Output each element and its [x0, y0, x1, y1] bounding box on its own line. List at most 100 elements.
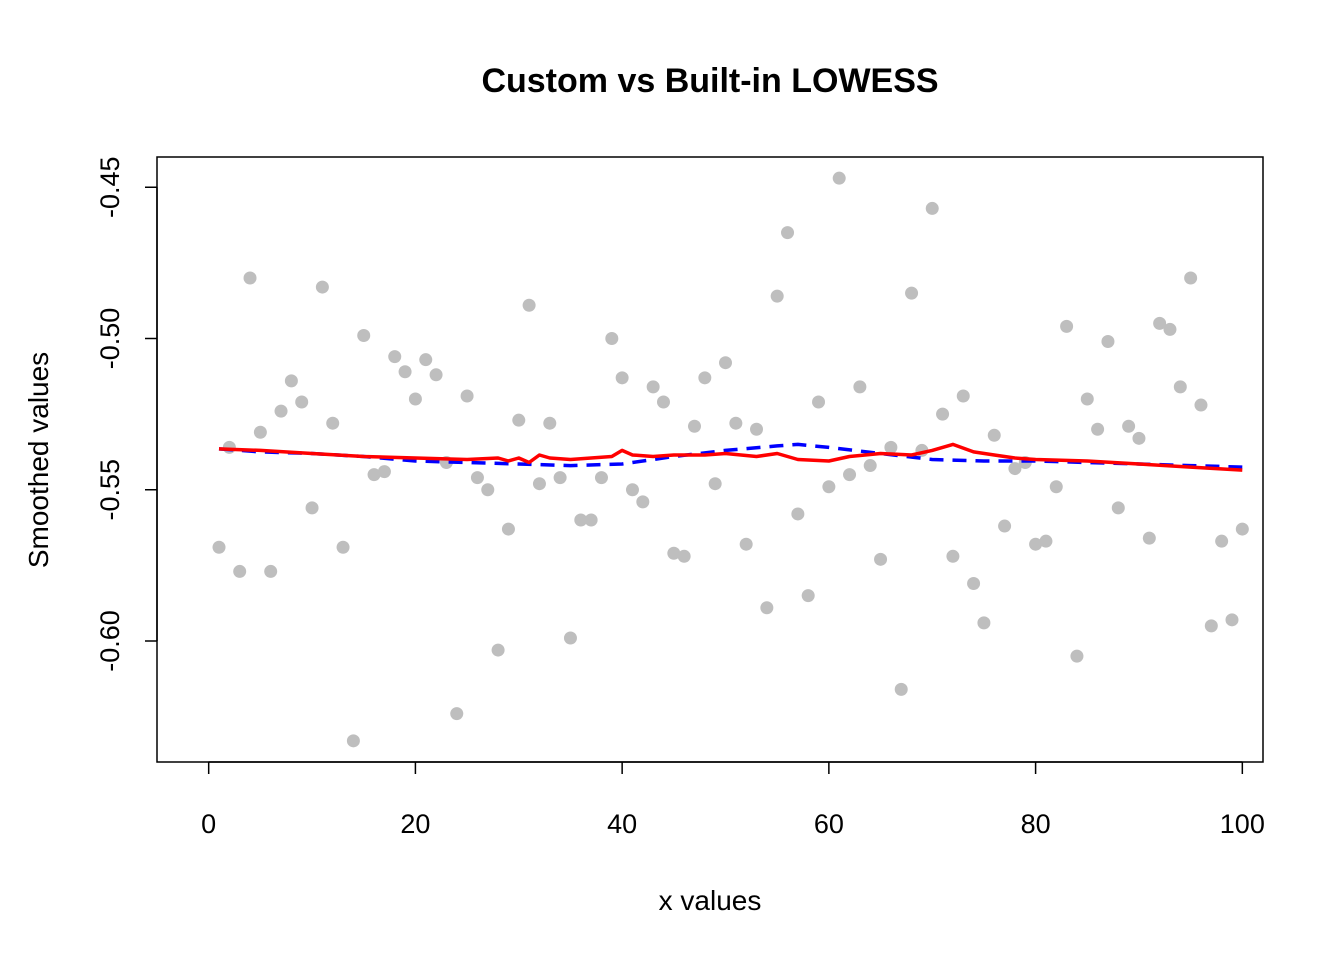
y-axis: -0.60 -0.55 -0.50 -0.45 — [95, 156, 158, 672]
data-point — [491, 643, 505, 657]
data-point — [512, 413, 526, 427]
data-point — [998, 519, 1012, 533]
data-point — [791, 507, 805, 521]
data-point — [1194, 398, 1208, 412]
data-point — [233, 564, 247, 578]
data-point — [1008, 462, 1022, 476]
data-point — [1060, 319, 1074, 333]
data-point — [346, 734, 360, 748]
data-point — [336, 540, 350, 554]
data-point — [822, 480, 836, 494]
data-point — [987, 428, 1001, 442]
data-point — [1049, 480, 1063, 494]
data-point — [615, 371, 629, 385]
data-point — [956, 389, 970, 403]
data-point — [284, 374, 298, 388]
data-point — [946, 549, 960, 563]
x-tick-label: 100 — [1220, 809, 1265, 839]
data-point — [326, 416, 340, 430]
data-point — [884, 440, 898, 454]
data-point — [739, 537, 753, 551]
data-point — [1122, 419, 1136, 433]
data-point — [460, 389, 474, 403]
data-point — [905, 286, 919, 300]
x-tick-label: 80 — [1021, 809, 1051, 839]
data-point — [1153, 316, 1167, 330]
data-point — [687, 419, 701, 433]
solid-series-line — [218, 442, 1243, 472]
data-point — [1142, 531, 1156, 545]
data-point — [894, 682, 908, 696]
data-point — [450, 707, 464, 721]
data-point — [708, 477, 722, 491]
data-point — [367, 468, 381, 482]
data-point — [1029, 537, 1043, 551]
data-point — [853, 380, 867, 394]
data-point — [212, 540, 226, 554]
data-point — [295, 395, 309, 409]
data-point — [1039, 534, 1053, 548]
data-point — [925, 201, 939, 215]
data-point — [698, 371, 712, 385]
data-point — [1235, 522, 1249, 536]
data-point — [760, 601, 774, 615]
data-point — [470, 471, 484, 485]
data-point — [636, 495, 650, 509]
data-point — [408, 392, 422, 406]
data-point — [936, 407, 950, 421]
data-point — [1225, 613, 1239, 627]
data-point — [574, 513, 588, 527]
data-point — [781, 226, 795, 240]
plot-frame — [156, 156, 1264, 763]
y-tick-label: -0.55 — [95, 459, 125, 521]
y-tick-label: -0.60 — [95, 610, 125, 672]
data-point — [832, 171, 846, 185]
scatter-points — [212, 171, 1249, 748]
data-point — [719, 356, 733, 370]
x-tick-label: 0 — [201, 809, 216, 839]
data-point — [243, 271, 257, 285]
data-point — [677, 549, 691, 563]
data-point — [253, 425, 267, 439]
data-point — [667, 546, 681, 560]
data-point — [1215, 534, 1229, 548]
y-axis-label: Smoothed values — [23, 352, 54, 568]
data-point — [543, 416, 557, 430]
data-point — [264, 564, 278, 578]
data-point — [357, 328, 371, 342]
data-point — [1091, 422, 1105, 436]
data-point — [863, 459, 877, 473]
data-point — [967, 577, 981, 591]
data-point — [532, 477, 546, 491]
data-point — [429, 368, 443, 382]
data-point — [977, 616, 991, 630]
data-point — [274, 404, 288, 418]
data-point — [801, 589, 815, 603]
data-point — [1080, 392, 1094, 406]
data-point — [843, 468, 857, 482]
data-point — [656, 395, 670, 409]
x-tick-label: 20 — [400, 809, 430, 839]
data-point — [522, 298, 536, 312]
data-point — [481, 483, 495, 497]
x-axis: 0 20 40 60 80 100 — [201, 761, 1265, 839]
data-point — [1111, 501, 1125, 515]
data-point — [501, 522, 515, 536]
data-point — [594, 471, 608, 485]
x-axis-label: x values — [659, 885, 762, 916]
data-point — [1101, 335, 1115, 349]
data-point — [398, 365, 412, 379]
data-point — [625, 483, 639, 497]
data-point — [750, 422, 764, 436]
data-point — [1132, 431, 1146, 445]
data-point — [646, 380, 660, 394]
chart-title: Custom vs Built-in LOWESS — [481, 62, 938, 100]
data-point — [1163, 322, 1177, 336]
x-tick-label: 40 — [607, 809, 637, 839]
data-point — [553, 471, 567, 485]
data-point — [770, 289, 784, 303]
data-point — [1070, 649, 1084, 663]
y-tick-label: -0.45 — [95, 156, 125, 218]
y-tick-label: -0.50 — [95, 308, 125, 370]
smooth-lines — [218, 442, 1243, 472]
